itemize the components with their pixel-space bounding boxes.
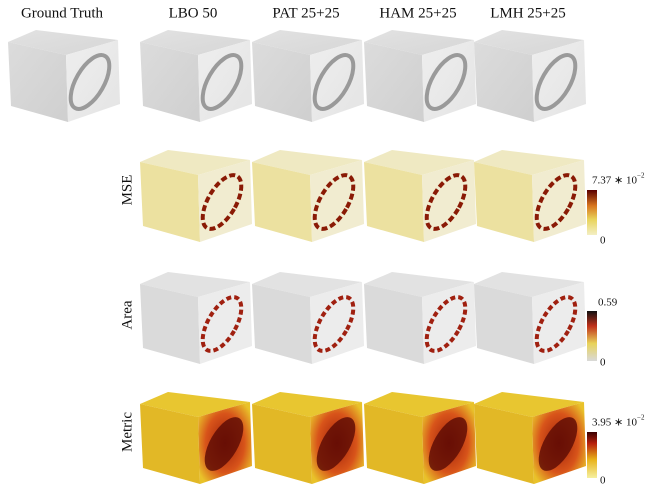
row-label: MSE <box>119 175 135 206</box>
headers: Ground Truth LBO 50 PAT 25+25 HAM 25+25 … <box>21 5 566 21</box>
figure: Ground Truth LBO 50 PAT 25+25 HAM 25+25 … <box>0 0 652 488</box>
mesh-render <box>8 30 120 122</box>
error-render <box>140 272 252 364</box>
mesh-render <box>474 30 586 122</box>
mesh-render <box>252 30 364 122</box>
error-render <box>140 150 252 242</box>
colorbar-min: 0 <box>600 357 606 369</box>
colorbar <box>587 311 597 361</box>
mesh-render <box>364 30 476 122</box>
row-label: Metric <box>119 412 135 452</box>
row-label: Area <box>119 300 135 329</box>
colorbar-max: 7.37 ∗ 10 <box>592 175 637 187</box>
error-render <box>364 392 476 484</box>
mse-row: MSE 7.37 ∗ 10 −2 0 <box>119 150 645 247</box>
error-render <box>252 392 364 484</box>
colorbar-min: 0 <box>600 235 606 247</box>
column-header: LBO 50 <box>169 5 218 21</box>
error-render <box>474 150 586 242</box>
colorbar-exponent: −2 <box>637 414 645 422</box>
column-header: LMH 25+25 <box>490 5 566 21</box>
colorbar-min: 0 <box>600 475 606 487</box>
error-render <box>252 272 364 364</box>
colorbar-exponent: −2 <box>637 172 645 180</box>
error-render <box>474 272 586 364</box>
mesh-render <box>140 30 252 122</box>
column-header: Ground Truth <box>21 5 104 21</box>
column-header: PAT 25+25 <box>272 5 339 21</box>
metric-row: Metric 3.95 ∗ 10 −2 0 <box>119 392 645 487</box>
render-row <box>8 30 586 122</box>
colorbar-max: 3.95 ∗ 10 <box>592 417 637 429</box>
colorbar-max: 0.59 <box>598 297 618 309</box>
error-render <box>364 150 476 242</box>
colorbar <box>587 190 597 235</box>
area-row: Area 0.59 0 <box>119 272 617 369</box>
error-render <box>140 392 252 484</box>
column-header: HAM 25+25 <box>379 5 456 21</box>
error-render <box>252 150 364 242</box>
colorbar <box>587 432 597 478</box>
error-render <box>364 272 476 364</box>
error-render <box>474 392 586 484</box>
